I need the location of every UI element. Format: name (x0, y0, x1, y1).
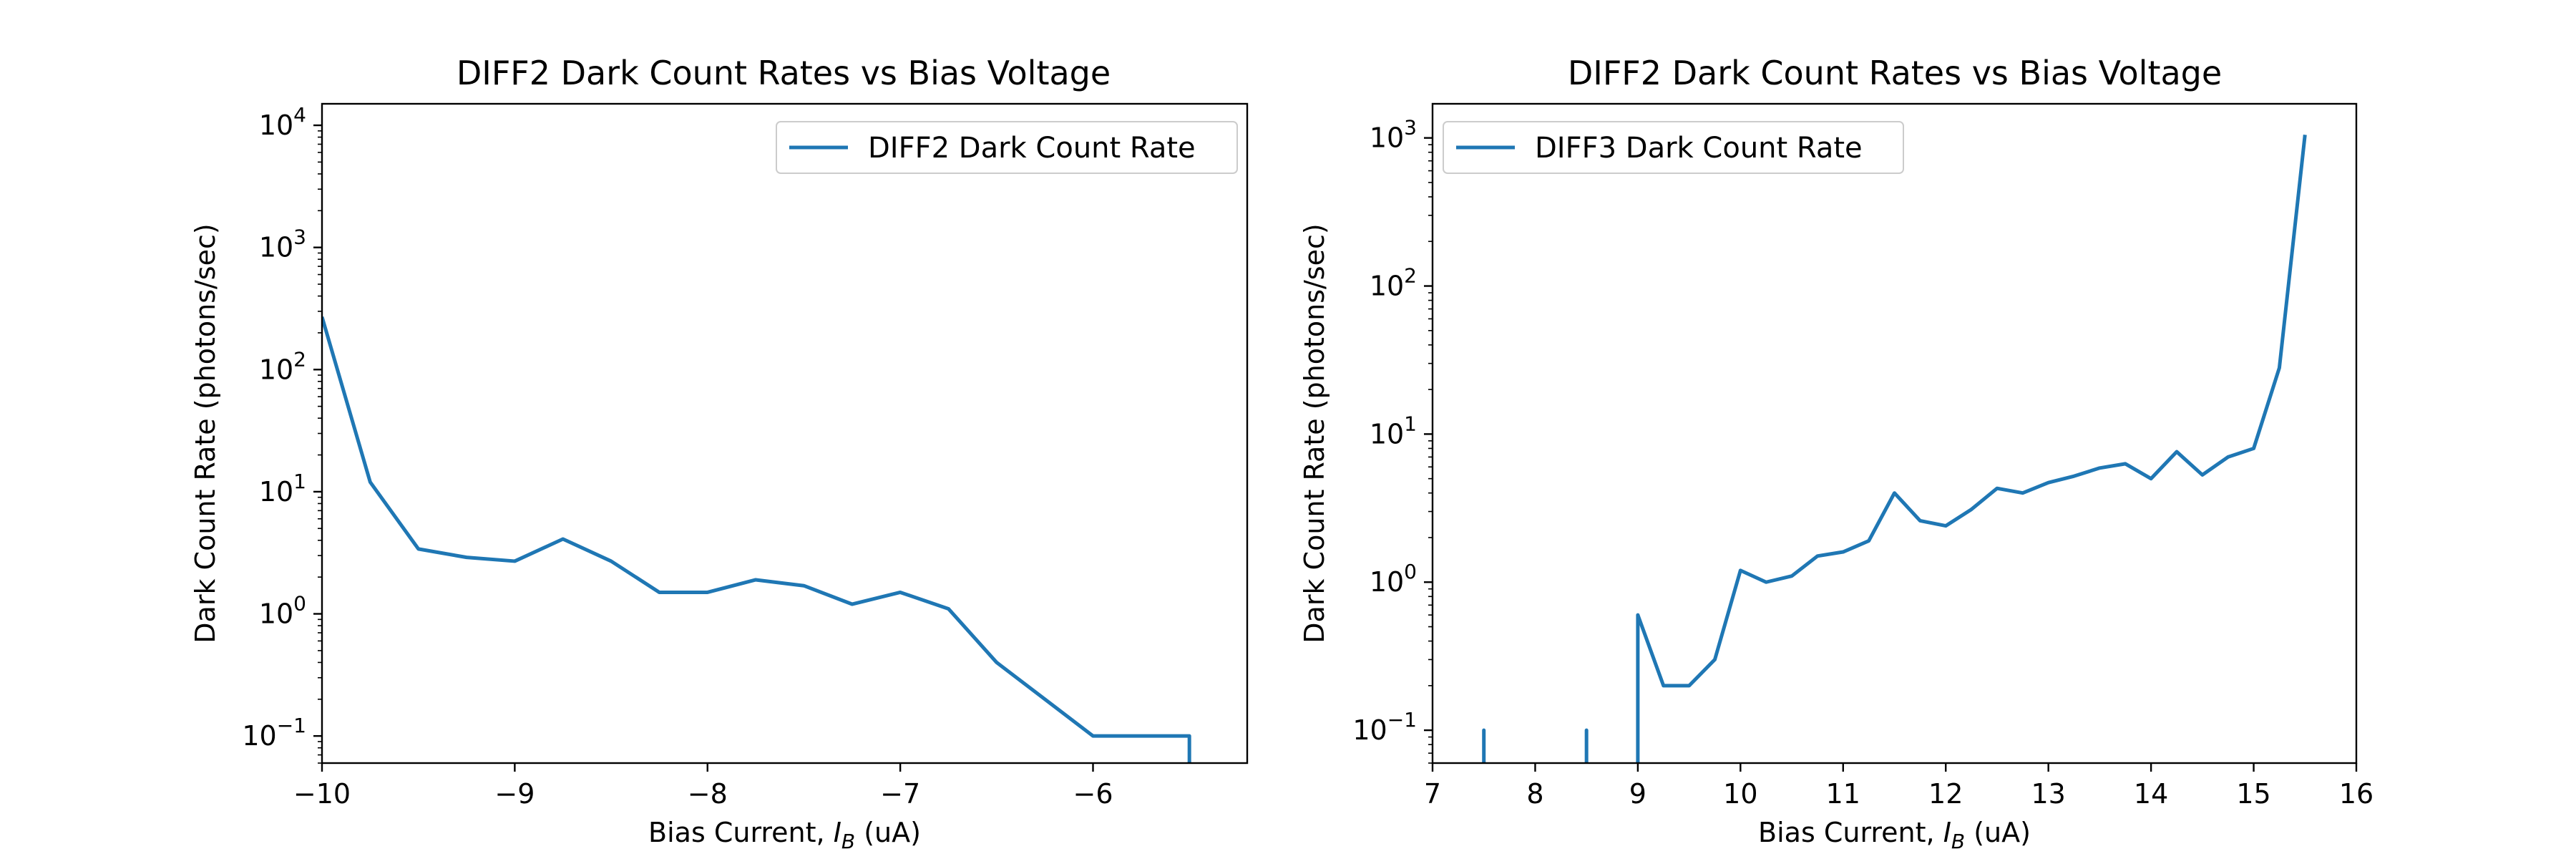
left-chart-x-tick-label: −8 (688, 778, 728, 810)
right-chart-series-line (1482, 135, 2307, 763)
right-chart-y-tick-label: 103 (1370, 116, 1417, 154)
right-chart-x-tick-label: 13 (2031, 778, 2065, 810)
right-chart-y-tick-label: 101 (1370, 412, 1417, 450)
right-chart-x-tick-label: 9 (1629, 778, 1646, 810)
left-chart-legend-box (776, 121, 1238, 174)
left-chart-plot-area: −10 −9 −8 −7 −6 10−1 100 101 102 103 104 Bias Curre… (190, 102, 1249, 853)
left-chart-y-axis-label: Dark Count Rate (photons/sec) (190, 223, 221, 643)
right-chart-x-tick-label: 12 (1928, 778, 1963, 810)
right-chart-x-tick-label: 16 (2339, 778, 2373, 810)
right-chart-plot-area: 7 8 9 10 11 12 13 14 15 16 10−1 100 101 102 103 Bias Cu… (1299, 102, 2373, 853)
left-chart-y-tick-label: 104 (259, 103, 306, 141)
left-chart-y-tick-label: 101 (259, 470, 306, 508)
right-chart-y-tick-label: 102 (1370, 264, 1417, 302)
right-chart-x-tick-label: 15 (2236, 778, 2270, 810)
left-chart-axes-frame (321, 102, 1249, 765)
right-chart-x-tick-label: 14 (2134, 778, 2168, 810)
right-chart-legend-label: DIFF3 Dark Count Rate (1535, 132, 1863, 165)
left-chart-y-tick-label: 100 (259, 592, 306, 630)
left-chart-title: DIFF2 Dark Count Rates vs Bias Voltage (457, 54, 1111, 92)
right-chart-axes-frame (1431, 102, 2358, 765)
left-chart-x-tick-label: −9 (494, 778, 535, 810)
right-chart-x-tick-label: 8 (1526, 778, 1543, 810)
right-chart-y-tick-label: 10−1 (1352, 708, 1417, 746)
right-chart-x-tick-label: 7 (1424, 778, 1441, 810)
right-chart-title: DIFF2 Dark Count Rates vs Bias Voltage (1568, 54, 2222, 92)
left-chart-x-tick-label: −7 (880, 778, 920, 810)
left-chart-x-axis-label: Bias Current, IB (uA) (648, 817, 921, 853)
left-chart-x-tick-label: −10 (293, 778, 351, 810)
right-chart-panel: DIFF2 Dark Count Rates vs Bias Voltage 7… (1299, 54, 2373, 853)
left-chart-panel: DIFF2 Dark Count Rates vs Bias Voltage −… (190, 54, 1249, 853)
right-chart-y-axis-label: Dark Count Rate (photons/sec) (1299, 223, 1330, 643)
left-chart-x-tick-label: −6 (1073, 778, 1113, 810)
left-chart-y-tick-label: 102 (259, 347, 306, 385)
right-chart-x-tick-label: 10 (1723, 778, 1757, 810)
left-chart-legend: DIFF2 Dark Count Rate (776, 121, 1238, 174)
right-chart-legend-box (1443, 121, 1904, 174)
left-chart-legend-label: DIFF2 Dark Count Rate (868, 132, 1196, 165)
right-chart-legend: DIFF3 Dark Count Rate (1443, 121, 1904, 174)
left-chart-y-tick-label: 103 (259, 225, 306, 263)
right-chart-x-tick-label: 11 (1826, 778, 1860, 810)
right-chart-y-tick-label: 100 (1370, 560, 1417, 598)
left-chart-series-line (322, 316, 1191, 763)
left-chart-y-tick-label: 10−1 (242, 714, 306, 752)
right-chart-x-axis-label: Bias Current, IB (uA) (1758, 817, 2031, 853)
